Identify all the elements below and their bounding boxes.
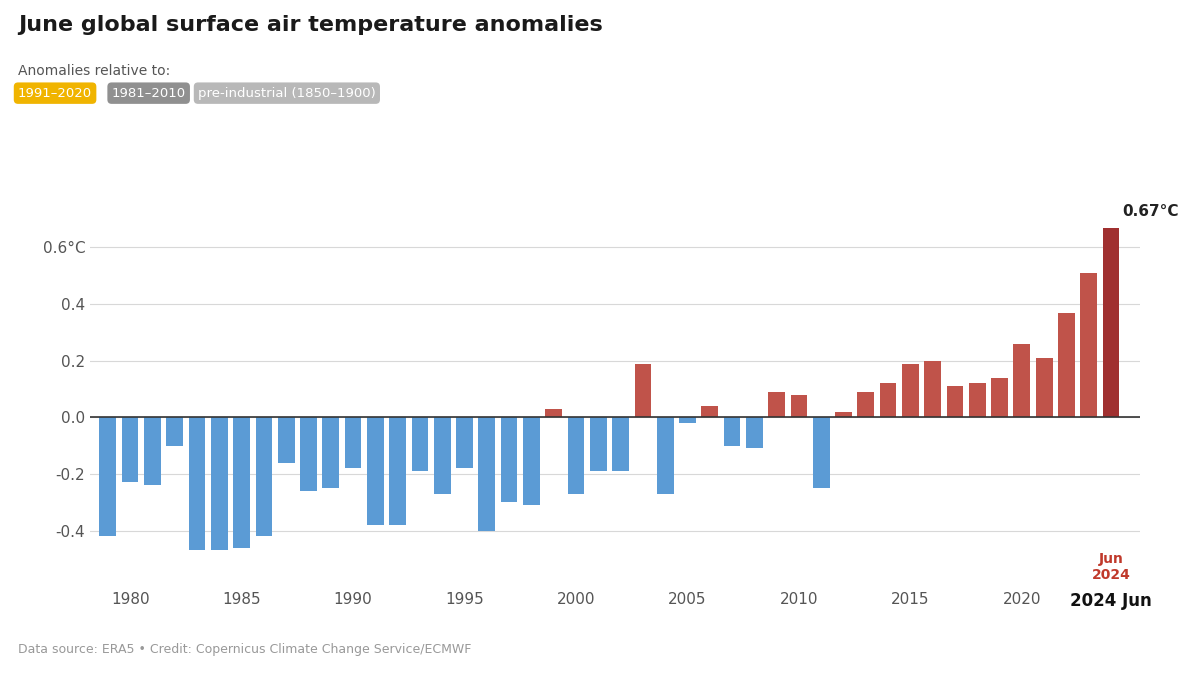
Bar: [968, 383, 985, 417]
Bar: [590, 417, 607, 471]
Bar: [300, 417, 317, 491]
Bar: [121, 417, 138, 483]
Bar: [1080, 273, 1097, 417]
Bar: [523, 417, 540, 505]
Bar: [991, 378, 1008, 417]
Bar: [545, 409, 562, 417]
Bar: [144, 417, 161, 485]
Bar: [812, 417, 829, 488]
Text: Data source: ERA5 • Credit: Copernicus Climate Change Service/ECMWF: Data source: ERA5 • Credit: Copernicus C…: [18, 643, 472, 655]
Bar: [323, 417, 340, 488]
Bar: [389, 417, 406, 525]
Text: Anomalies relative to:: Anomalies relative to:: [18, 64, 170, 78]
Bar: [880, 383, 896, 417]
Bar: [858, 392, 874, 417]
Bar: [835, 412, 852, 417]
Bar: [924, 360, 941, 417]
Bar: [456, 417, 473, 468]
Bar: [701, 406, 718, 417]
Bar: [256, 417, 272, 536]
Text: 0.67°C: 0.67°C: [1122, 204, 1178, 219]
Text: June global surface air temperature anomalies: June global surface air temperature anom…: [18, 15, 602, 35]
Bar: [947, 386, 964, 417]
Bar: [1036, 358, 1052, 417]
Bar: [635, 364, 652, 417]
Bar: [1103, 227, 1120, 417]
Bar: [791, 395, 808, 417]
Bar: [902, 364, 919, 417]
Bar: [100, 417, 116, 536]
Bar: [278, 417, 294, 462]
Bar: [188, 417, 205, 550]
Bar: [233, 417, 250, 547]
Bar: [746, 417, 763, 448]
Bar: [612, 417, 629, 471]
Bar: [367, 417, 384, 525]
Bar: [1058, 313, 1075, 417]
Bar: [656, 417, 673, 494]
Bar: [500, 417, 517, 502]
Bar: [724, 417, 740, 446]
Bar: [1014, 344, 1031, 417]
Bar: [211, 417, 228, 550]
Bar: [568, 417, 584, 494]
Bar: [344, 417, 361, 468]
Bar: [167, 417, 184, 446]
Bar: [679, 417, 696, 423]
Text: 1991–2020: 1991–2020: [18, 86, 92, 100]
Text: Jun
2024: Jun 2024: [1092, 552, 1130, 582]
Bar: [412, 417, 428, 471]
Bar: [479, 417, 496, 531]
Bar: [434, 417, 450, 494]
Bar: [768, 392, 785, 417]
Text: 1981–2010: 1981–2010: [112, 86, 186, 100]
Text: pre-industrial (1850–1900): pre-industrial (1850–1900): [198, 86, 376, 100]
